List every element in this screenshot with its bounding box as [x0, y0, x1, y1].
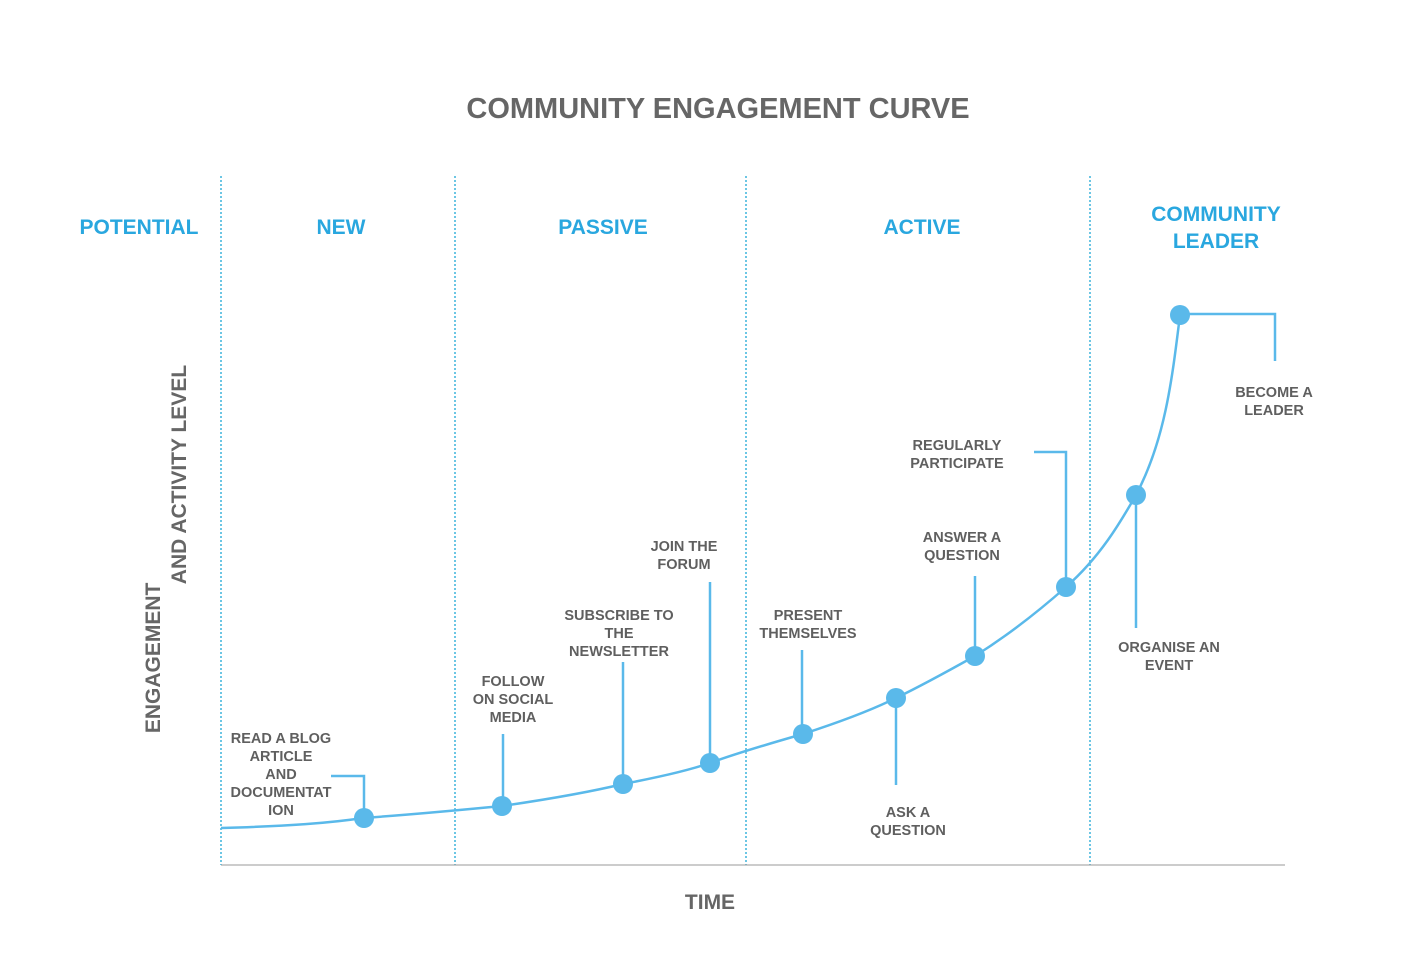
- diagram-title: COMMUNITY ENGAGEMENT CURVE: [466, 93, 969, 125]
- milestone-dot-organise-event: [1126, 485, 1146, 505]
- milestone-labels: READ A BLOG ARTICLE AND DOCUMENTAT ION FOLLO…: [231, 385, 1314, 839]
- text-line: REGULARLY: [913, 438, 1002, 454]
- stage-label-community-leader: COMMUNITY LEADER: [1151, 203, 1281, 253]
- text-line: ION: [268, 803, 294, 819]
- text-line: ORGANISE AN: [1118, 640, 1220, 656]
- stage-label-potential: POTENTIAL: [80, 216, 199, 239]
- text-line: LEADER: [1173, 230, 1259, 253]
- text-line: BECOME A: [1235, 385, 1313, 401]
- text-line: QUESTION: [924, 548, 1000, 564]
- y-axis-label: ENGAGEMENTAND ACTIVITY LEVEL: [142, 365, 191, 733]
- text-line: PASSIVE: [558, 216, 647, 239]
- text-line: ACTIVE: [883, 216, 960, 239]
- text-line: READ A BLOG: [231, 731, 331, 747]
- text-line: PARTICIPATE: [910, 456, 1004, 472]
- stage-label-passive: PASSIVE: [558, 216, 647, 239]
- text-line: PRESENT: [774, 608, 843, 624]
- text-line: NEWSLETTER: [569, 644, 669, 660]
- text-line: COMMUNITY: [1151, 203, 1281, 226]
- text-line: NEW: [317, 216, 366, 239]
- stage-dividers: [220, 176, 1091, 865]
- text-line: JOIN THE: [651, 539, 718, 555]
- milestone-label-ask-question: ASK A QUESTION: [870, 805, 946, 839]
- text-line: FORUM: [657, 557, 710, 573]
- text-line: LEADER: [1244, 403, 1304, 419]
- milestone-dot-become-leader: [1170, 305, 1190, 325]
- milestone-label-present-themselves: PRESENT THEMSELVES: [759, 608, 857, 642]
- text-line: THE: [605, 626, 634, 642]
- milestone-dot-answer-question: [965, 646, 985, 666]
- stage-label-new: NEW: [317, 216, 366, 239]
- milestone-label-answer-question: ANSWER A QUESTION: [923, 530, 1002, 564]
- leader-read-blog: [331, 774, 366, 818]
- text-line: ANSWER A: [923, 530, 1002, 546]
- milestone-label-subscribe-newsletter: SUBSCRIBE TO THE NEWSLETTER: [564, 608, 673, 660]
- text-line: AND: [265, 767, 296, 783]
- text-line: EVENT: [1145, 658, 1193, 674]
- milestone-dot-regularly-participate: [1056, 577, 1076, 597]
- text-line: AND ACTIVITY LEVEL: [168, 365, 191, 585]
- milestone-label-follow-social: FOLLOW ON SOCIAL MEDIA: [473, 674, 554, 726]
- text-line: ENGAGEMENT: [142, 582, 165, 733]
- stage-labels: POTENTIAL NEW PASSIVE ACTIVE COMMUNITY LE…: [80, 203, 1281, 253]
- milestone-label-join-forum: JOIN THE FORUM: [651, 539, 718, 573]
- milestone-dot-follow-social: [492, 796, 512, 816]
- milestone-dot-present-themselves: [793, 724, 813, 744]
- text-line: POTENTIAL: [80, 216, 199, 239]
- milestone-dot-read-blog: [354, 808, 374, 828]
- text-line: THEMSELVES: [759, 626, 857, 642]
- text-line: ARTICLE: [250, 749, 313, 765]
- text-line: SUBSCRIBE TO: [564, 608, 673, 624]
- x-axis-label: TIME: [685, 891, 735, 914]
- text-line: ON SOCIAL: [473, 692, 554, 708]
- milestone-dots: [354, 305, 1190, 828]
- milestone-label-become-leader: BECOME A LEADER: [1235, 385, 1313, 419]
- stage-label-active: ACTIVE: [883, 216, 960, 239]
- milestone-leaders: [331, 312, 1277, 818]
- text-line: ASK A: [886, 805, 931, 821]
- milestone-label-regularly-participate: REGULARLY PARTICIPATE: [910, 438, 1004, 472]
- milestone-label-read-blog: READ A BLOG ARTICLE AND DOCUMENTAT ION: [231, 731, 332, 819]
- leader-regularly-participate: [1034, 450, 1068, 587]
- milestone-dot-subscribe-newsletter: [613, 774, 633, 794]
- milestone-dot-join-forum: [700, 753, 720, 773]
- leader-become-leader: [1181, 312, 1277, 361]
- milestone-dot-ask-question: [886, 688, 906, 708]
- text-line: FOLLOW: [482, 674, 545, 690]
- text-line: QUESTION: [870, 823, 946, 839]
- text-line: DOCUMENTAT: [231, 785, 332, 801]
- milestone-label-organise-event: ORGANISE AN EVENT: [1118, 640, 1220, 674]
- text-line: MEDIA: [490, 710, 537, 726]
